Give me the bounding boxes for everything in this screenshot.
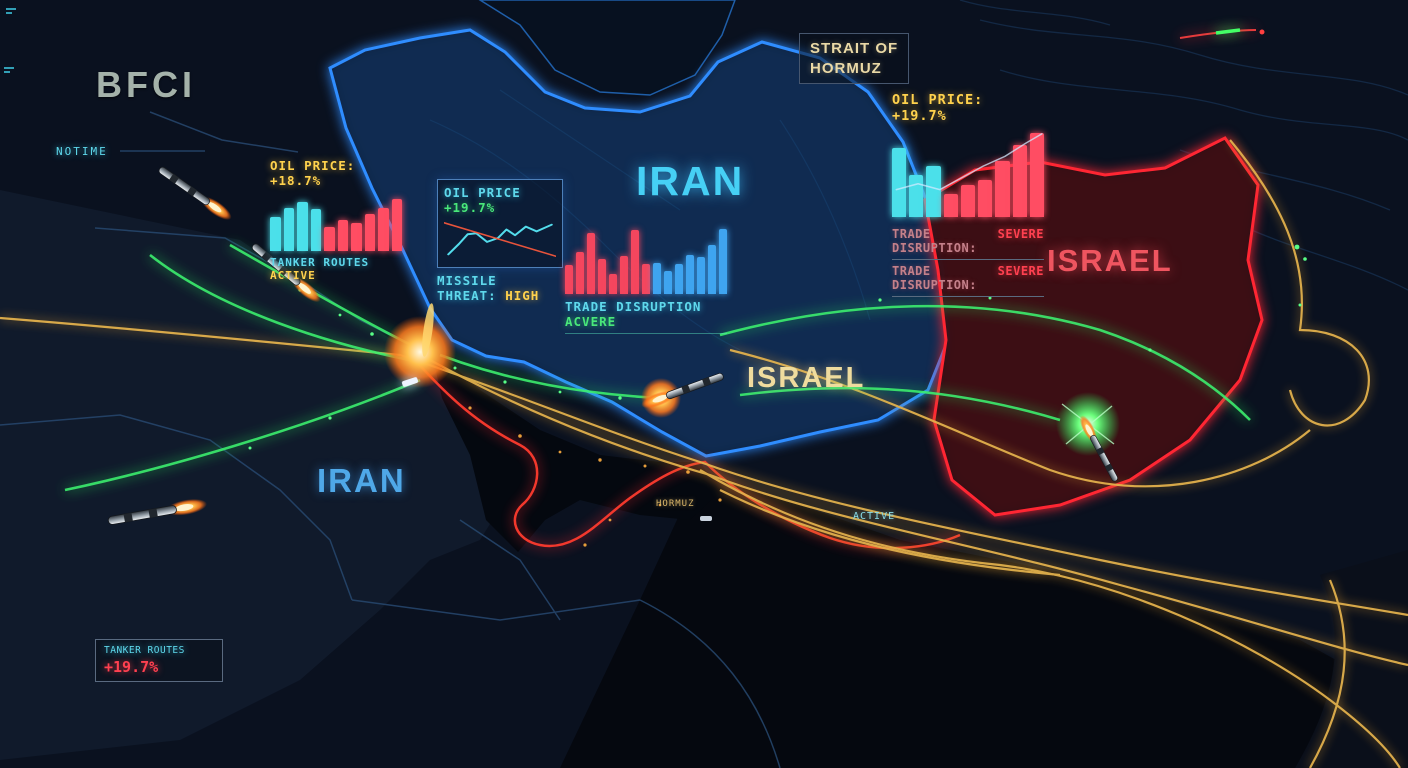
israel-label-east: ISRAEL	[1047, 243, 1173, 278]
gulf-coast-glow	[407, 351, 961, 550]
disruption-row: TRADE DISRUPTION: SEVERE	[892, 223, 1044, 259]
border-lines	[0, 111, 781, 768]
oil-price-panel-left: OIL PRICE: +18.7% TANKER ROUTES ACTIVE	[270, 158, 402, 282]
tanker-bar-chart	[270, 193, 402, 251]
oil-price-value: +19.7%	[444, 200, 496, 215]
caspian-sea	[478, 0, 736, 96]
strait-line2: HORMUZ	[810, 59, 882, 77]
ship-icons	[401, 377, 712, 521]
active-small-label: ACTIVE	[853, 511, 896, 522]
tanker-routes-value: +19.7%	[104, 658, 159, 676]
trade-disruption-panel-center: TRADE DISRUPTION ACVERE	[565, 226, 727, 334]
missile-icon	[155, 162, 236, 225]
iran-label-north: IRAN	[636, 158, 745, 204]
gold-routes	[0, 139, 1408, 768]
trade-disruption-label: TRADE DISRUPTION:	[892, 264, 977, 292]
trail-particles	[248, 244, 1307, 450]
oil-price-value: +18.7%	[270, 173, 322, 188]
missile-threat-label: MISSILE THREAT:	[437, 273, 497, 303]
tanker-routes-status: ACTIVE	[270, 269, 316, 282]
notime-label: NOTIME	[56, 145, 108, 158]
oil-price-line-chart	[444, 222, 556, 258]
edge-markers	[4, 8, 16, 73]
oil-price-label: OIL PRICE	[444, 185, 521, 200]
disruption-row: TRADE DISRUPTION: SEVERE	[892, 259, 1044, 296]
impact-flares	[384, 303, 1120, 456]
terrain-ridges	[959, 0, 1408, 291]
trade-disruption-status: SEVERE	[997, 264, 1044, 278]
tanker-routes-box: TANKER ROUTES +19.7%	[95, 639, 223, 682]
hormuz-small-label: HORMUZ	[656, 499, 695, 509]
trade-disruption-label: TRADE DISRUPTION	[565, 299, 702, 314]
missile-threat-panel: OIL PRICE +19.7% MISSILE THREAT: HIGH	[437, 179, 563, 303]
trade-disruption-status: ACVERE	[565, 314, 617, 329]
hostile-region	[923, 136, 1264, 517]
oil-price-value: +19.7%	[892, 108, 947, 124]
oil-bar-chart-wrap	[892, 129, 1044, 217]
strait-line1: STRAIT OF	[810, 40, 899, 57]
oil-bar-chart	[892, 129, 1044, 217]
bfci-label: BFCI	[96, 64, 196, 105]
strait-of-hormuz-label: STRAIT OF HORMUZ	[799, 33, 910, 84]
oil-line-chart-box: OIL PRICE +19.7%	[437, 179, 563, 268]
iran-label-south: IRAN	[317, 462, 406, 499]
trade-disruption-label: TRADE DISRUPTION:	[892, 227, 977, 255]
oil-price-label: OIL PRICE:	[270, 158, 356, 173]
trade-bar-chart	[565, 226, 727, 294]
oil-price-panel-right: OIL PRICE: +19.7% TRADE DISRUPTION: SEVE…	[892, 92, 1044, 297]
oil-price-label: OIL PRICE:	[892, 92, 984, 108]
israel-label-center: ISRAEL	[747, 362, 866, 394]
coast-sparks	[468, 406, 722, 547]
tanker-routes-label: TANKER ROUTES	[270, 256, 370, 269]
tanker-routes-label: TANKER ROUTES	[104, 645, 185, 656]
disruption-rows: TRADE DISRUPTION: SEVERE TRADE DISRUPTIO…	[892, 223, 1044, 297]
trade-disruption-status: SEVERE	[997, 227, 1044, 241]
missile-threat-level: HIGH	[505, 288, 540, 303]
topright-marks	[1179, 28, 1265, 39]
